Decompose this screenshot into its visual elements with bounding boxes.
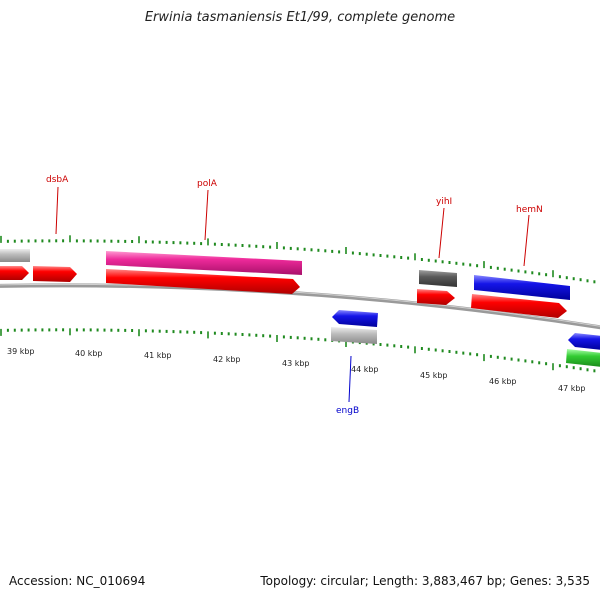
kbp-label: 39 kbp <box>7 347 35 356</box>
gene-red[interactable] <box>0 266 29 280</box>
gene-green[interactable] <box>566 349 600 367</box>
gene-dsbA-arrow[interactable] <box>33 266 77 282</box>
leader-dsbA <box>55 186 59 235</box>
kbp-label: 43 kbp <box>282 359 310 368</box>
kbp-label: 45 kbp <box>420 371 448 380</box>
kbp-label: 41 kbp <box>144 351 172 360</box>
leader-polA <box>204 189 209 241</box>
accession-text: Accession: NC_010694 <box>9 574 146 588</box>
gene-label-yihI[interactable]: yihI <box>436 197 452 207</box>
leader-engB <box>348 355 352 403</box>
gene-blue-reverse[interactable] <box>332 310 378 327</box>
genome-title: Erwinia tasmaniensis Et1/99, complete ge… <box>144 10 456 25</box>
gene-hemN-bar[interactable] <box>474 275 570 300</box>
tick-row-upper <box>0 235 596 284</box>
kbp-labels: 39 kbp 40 kbp 41 kbp 42 kbp 43 kbp 44 kb… <box>7 347 586 393</box>
kbp-label: 46 kbp <box>489 377 517 386</box>
kbp-label: 40 kbp <box>75 349 103 358</box>
gene-blue-reverse[interactable] <box>568 333 600 350</box>
kbp-label: 47 kbp <box>558 384 586 393</box>
leader-yihI <box>438 207 445 259</box>
gene-yihI-bar[interactable] <box>419 270 457 287</box>
gene-polA-bar[interactable] <box>106 251 302 275</box>
genome-summary-text: Topology: circular; Length: 3,883,467 bp… <box>260 574 590 588</box>
gene-hemN-arrow[interactable] <box>471 294 567 318</box>
gene-engB-bar[interactable] <box>331 327 377 344</box>
genome-backbone <box>0 283 600 330</box>
gene-label-hemN[interactable]: hemN <box>516 205 543 215</box>
kbp-label: 42 kbp <box>213 355 241 364</box>
gene-red[interactable] <box>417 289 455 305</box>
kbp-label: 44 kbp <box>351 365 379 374</box>
genome-backbone-shade <box>0 283 600 327</box>
gene-label-polA[interactable]: polA <box>197 179 218 189</box>
gene-label-dsbA[interactable]: dsbA <box>46 175 69 185</box>
gene-label-engB[interactable]: engB <box>336 406 359 416</box>
gene-grey[interactable] <box>0 249 30 262</box>
leader-hemN <box>523 214 530 267</box>
gene-polA-arrow[interactable] <box>106 269 300 294</box>
